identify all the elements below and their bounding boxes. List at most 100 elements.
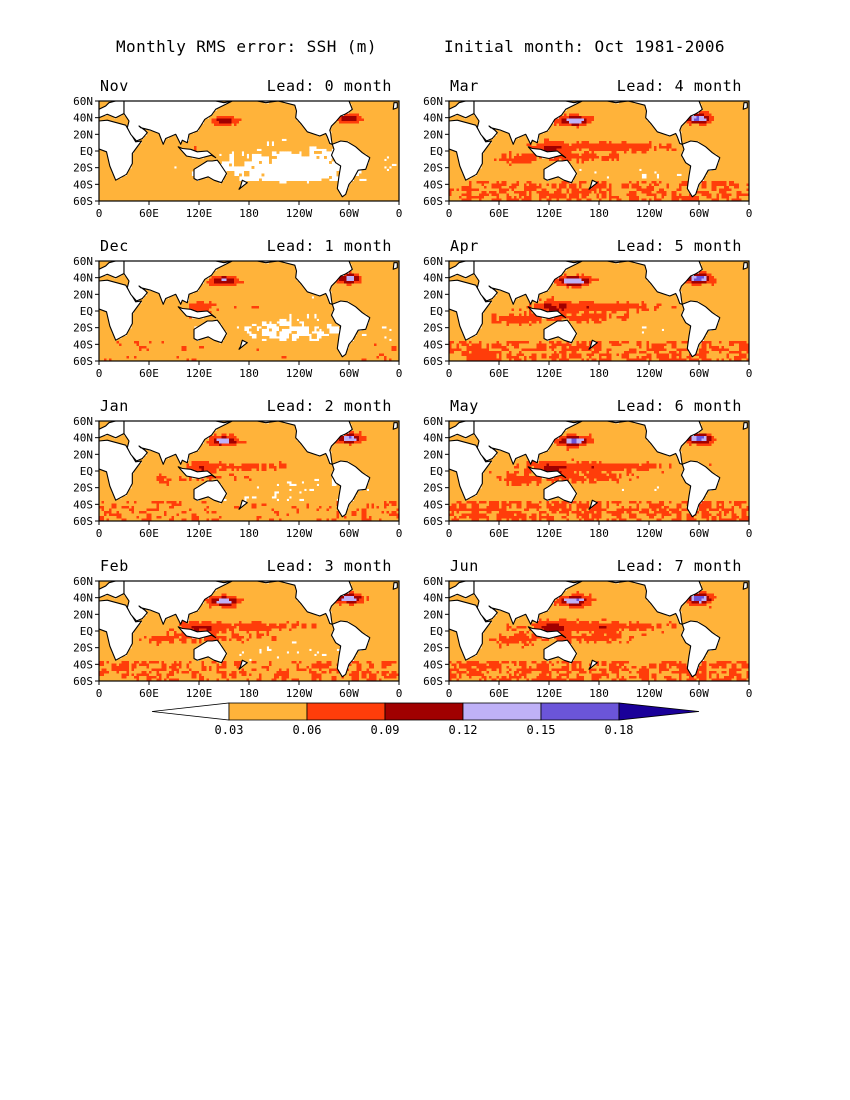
coastline-europe — [449, 581, 475, 599]
x-tick-label: 60E — [139, 687, 159, 700]
coastline-uk — [742, 422, 748, 430]
y-tick-label: 40S — [73, 498, 93, 511]
colorbar-label: 0.09 — [371, 723, 400, 737]
y-tick-label: 20N — [423, 128, 443, 141]
y-tick-label: 20S — [423, 642, 443, 655]
panel-lead-label: Lead: 3 month — [267, 557, 392, 575]
colorbar-max-arrow — [618, 702, 700, 721]
x-tick-label: 120E — [536, 687, 563, 700]
y-tick-label: 20S — [423, 322, 443, 335]
coastline-australia — [193, 319, 228, 344]
coastline-europe — [99, 581, 125, 599]
y-tick-label: 20N — [73, 288, 93, 301]
coastline-asia — [123, 421, 233, 465]
coastline-indonesia — [527, 306, 567, 320]
y-tick-label: 20N — [423, 288, 443, 301]
coastline-nz — [588, 499, 598, 510]
coastline-namerica — [256, 261, 353, 305]
panel-lead-label: Lead: 1 month — [267, 237, 392, 255]
coastline-asia — [473, 581, 583, 625]
x-tick-label: 120E — [536, 527, 563, 540]
x-tick-label: 180 — [239, 367, 259, 380]
rms-field — [449, 581, 749, 681]
y-tick-label: 40N — [423, 432, 443, 445]
colorbar-min-arrow — [151, 702, 230, 721]
x-tick-label: 60E — [489, 367, 509, 380]
y-tick-label: 20S — [423, 162, 443, 175]
y-tick-label: 20S — [73, 322, 93, 335]
y-tick-label: 40S — [73, 338, 93, 351]
coastline-europe — [99, 421, 125, 439]
panel-month-label: Dec — [100, 237, 129, 255]
x-tick-label: 120E — [186, 367, 213, 380]
coastline-uk — [392, 582, 398, 590]
figure-subtitle: Initial month: Oct 1981-2006 — [444, 37, 725, 56]
y-tick-label: EQ — [430, 465, 443, 478]
coastline-australia — [543, 639, 578, 664]
x-tick-label: 120E — [186, 527, 213, 540]
colorbar-label: 0.15 — [527, 723, 556, 737]
y-tick-label: 20S — [73, 482, 93, 495]
coastline-namerica — [256, 421, 353, 465]
panel-lead-label: Lead: 5 month — [617, 237, 742, 255]
rms-field — [99, 421, 399, 521]
colorbar-label: 0.03 — [215, 723, 244, 737]
coastline-samerica — [680, 460, 721, 518]
y-tick-label: EQ — [80, 625, 93, 638]
y-tick-label: 60N — [73, 415, 93, 428]
coastline-namerica — [606, 581, 703, 625]
colorbar-segment — [540, 702, 620, 721]
coastline-australia — [543, 159, 578, 184]
x-tick-label: 180 — [239, 527, 259, 540]
x-tick-label: 60E — [489, 527, 509, 540]
coastline-nz — [238, 499, 248, 510]
y-tick-label: 20N — [423, 448, 443, 461]
coastline-asia — [123, 101, 233, 145]
coastline-namerica — [256, 101, 353, 145]
coastline-indonesia — [527, 626, 567, 640]
coastline-samerica — [680, 300, 721, 358]
coastline-uk — [742, 102, 748, 110]
x-tick-label: 0 — [396, 527, 403, 540]
x-tick-label: 0 — [746, 367, 753, 380]
x-tick-label: 60W — [689, 527, 709, 540]
panel-lead-label: Lead: 6 month — [617, 397, 742, 415]
x-tick-label: 120W — [636, 207, 663, 220]
coastline-nz — [238, 339, 248, 350]
y-tick-label: 40N — [423, 272, 443, 285]
coastline-asia — [473, 101, 583, 145]
x-tick-label: 120E — [536, 207, 563, 220]
colorbar-segment — [228, 702, 308, 721]
x-tick-label: 60E — [489, 687, 509, 700]
y-tick-label: 60N — [73, 255, 93, 268]
y-tick-label: 60S — [423, 675, 443, 688]
x-tick-label: 60W — [339, 207, 359, 220]
x-tick-label: 0 — [746, 687, 753, 700]
x-tick-label: 120W — [636, 367, 663, 380]
y-tick-label: EQ — [430, 305, 443, 318]
colorbar: 0.03 0.06 0.09 0.12 0.15 0.18 — [151, 702, 700, 737]
y-tick-label: 60N — [423, 95, 443, 108]
coastline-asia — [123, 581, 233, 625]
y-tick-label: 40N — [73, 592, 93, 605]
coastline-europe — [449, 101, 475, 119]
coastline-indonesia — [177, 146, 217, 160]
coastline-uk — [742, 262, 748, 270]
y-tick-label: 40S — [423, 178, 443, 191]
y-tick-label: 20N — [73, 608, 93, 621]
coastline-asia — [123, 261, 233, 305]
x-tick-label: 60E — [139, 367, 159, 380]
y-tick-label: 20N — [73, 128, 93, 141]
y-tick-label: 20S — [73, 162, 93, 175]
rms-field — [449, 421, 749, 521]
colorbar-segment — [384, 702, 464, 721]
x-tick-label: 0 — [446, 207, 453, 220]
x-tick-label: 60W — [689, 367, 709, 380]
